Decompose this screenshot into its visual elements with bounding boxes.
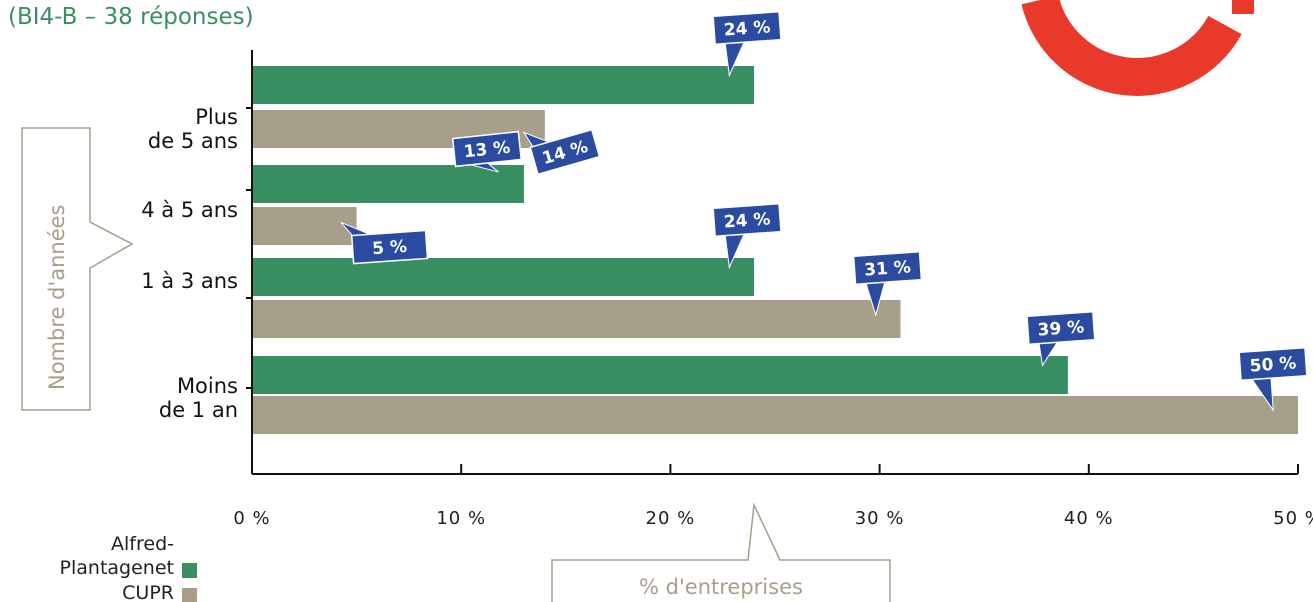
callout-alfred-0: 24 %: [712, 10, 782, 78]
callout-alfred-3: 39 %: [1026, 310, 1096, 367]
category-label: Moins: [177, 374, 238, 398]
category-label: 4 à 5 ans: [141, 198, 238, 222]
callout-box: [1238, 346, 1308, 382]
logo-icon-piece: [1232, 0, 1254, 14]
bar-alfred-2: [252, 258, 755, 296]
legend-swatch: [182, 563, 197, 578]
data-label: 5 %: [372, 237, 408, 259]
bar-alfred-0: [252, 66, 755, 104]
callout-box: [350, 229, 429, 265]
callout-cupr-3: 50 %: [1238, 346, 1308, 412]
callout-box: [1026, 310, 1096, 346]
chart-subtitle: (BI4-B – 38 réponses): [8, 4, 254, 30]
category-label: Plus: [195, 105, 238, 129]
bar-cupr-2: [252, 300, 901, 338]
callout-alfred-2: 24 %: [712, 202, 782, 270]
legend-label: Plantagenet: [60, 557, 174, 579]
x-tick-label: 10 %: [436, 508, 486, 529]
logo-icon: [1021, 0, 1242, 96]
legend-swatch: [182, 588, 197, 602]
x-axis-title: % d'entreprises: [639, 575, 803, 599]
x-tick-label: 20 %: [646, 508, 696, 529]
callout-box: [529, 128, 601, 176]
category-label: 1 à 3 ans: [141, 269, 238, 293]
legend: Alfred-Plantagenet CUPR: [60, 533, 197, 602]
callout-cupr-2: 31 %: [852, 250, 923, 317]
data-label: 39 %: [1037, 317, 1085, 340]
data-label: 31 %: [864, 257, 912, 280]
category-label: de 5 ans: [148, 129, 238, 153]
x-tick-label: 0 %: [233, 508, 270, 529]
legend-label: CUPR: [122, 582, 174, 602]
data-label: 24 %: [723, 209, 771, 232]
callout-alfred-1: 13 %: [451, 130, 523, 173]
data-label: 13 %: [463, 138, 511, 163]
category-label: de 1 an: [159, 398, 238, 422]
data-label: 24 %: [723, 17, 771, 40]
callout-cupr-1: 5 %: [340, 221, 429, 265]
bars-group: [252, 66, 1298, 434]
x-axis-title-box: % d'entreprises: [551, 502, 891, 602]
data-label: 50 %: [1249, 353, 1297, 376]
bar-alfred-3: [252, 356, 1068, 394]
x-tick-label: 30 %: [855, 508, 905, 529]
y-axis-title-box: Nombre d'années: [21, 127, 134, 411]
bar-alfred-1: [252, 165, 524, 203]
callout-box: [451, 130, 523, 168]
bar-cupr-3: [252, 396, 1298, 434]
callout-box: [712, 10, 782, 46]
x-tick-label: 50 %: [1273, 508, 1313, 529]
callout-box: [712, 202, 782, 238]
bar-cupr-1: [252, 207, 357, 245]
x-tick-label: 40 %: [1064, 508, 1114, 529]
legend-label: Alfred-: [111, 533, 174, 555]
y-axis-title: Nombre d'années: [45, 205, 69, 390]
callout-box: [852, 250, 923, 286]
